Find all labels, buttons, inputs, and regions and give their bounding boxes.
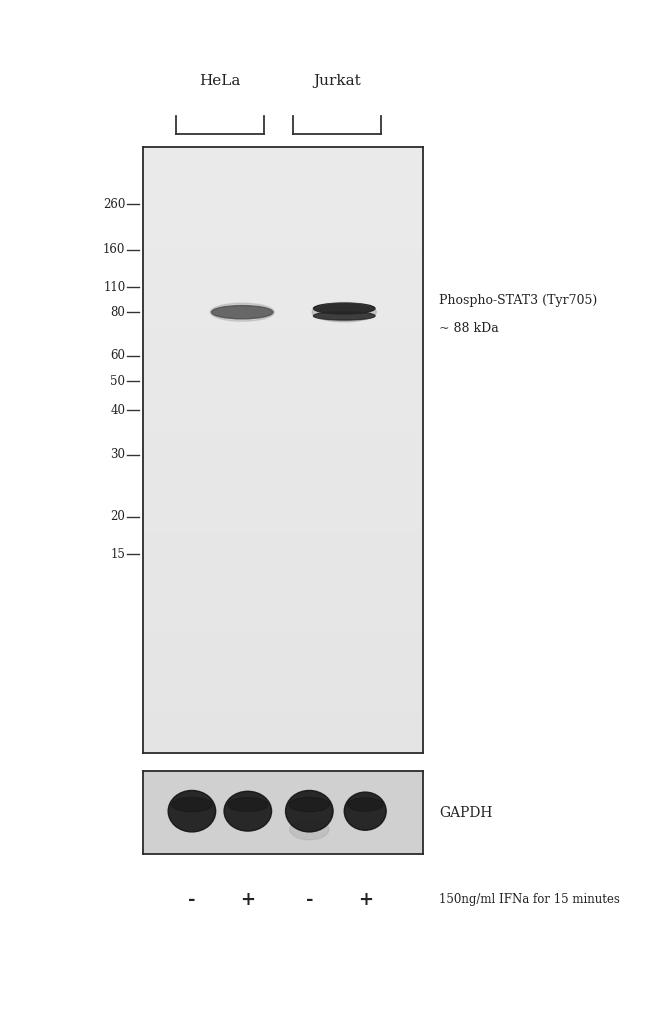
Bar bbox=[143, 288, 423, 308]
Bar bbox=[143, 227, 423, 248]
Text: 110: 110 bbox=[103, 281, 125, 294]
Bar bbox=[143, 248, 423, 268]
Text: 40: 40 bbox=[111, 404, 125, 417]
Text: -: - bbox=[188, 891, 196, 909]
Bar bbox=[143, 187, 423, 207]
Ellipse shape bbox=[210, 303, 274, 321]
Bar bbox=[143, 470, 423, 490]
Ellipse shape bbox=[168, 791, 216, 832]
Bar bbox=[143, 167, 423, 187]
Text: +: + bbox=[240, 891, 255, 909]
Bar bbox=[143, 733, 423, 753]
Bar bbox=[143, 612, 423, 632]
Bar bbox=[143, 430, 423, 450]
Bar bbox=[143, 693, 423, 713]
Bar bbox=[143, 389, 423, 409]
Text: 80: 80 bbox=[111, 305, 125, 318]
Ellipse shape bbox=[289, 798, 330, 812]
Bar bbox=[143, 713, 423, 733]
Bar bbox=[143, 329, 423, 349]
Text: ~ 88 kDa: ~ 88 kDa bbox=[439, 321, 499, 335]
Bar bbox=[143, 349, 423, 369]
Text: Phospho-STAT3 (Tyr705): Phospho-STAT3 (Tyr705) bbox=[439, 293, 597, 306]
Bar bbox=[143, 571, 423, 591]
Text: 20: 20 bbox=[111, 511, 125, 523]
Ellipse shape bbox=[313, 311, 375, 320]
Bar bbox=[143, 551, 423, 571]
Bar bbox=[143, 591, 423, 612]
Ellipse shape bbox=[227, 798, 268, 812]
Text: 15: 15 bbox=[111, 548, 125, 561]
Ellipse shape bbox=[312, 302, 376, 321]
Ellipse shape bbox=[344, 793, 386, 830]
Text: HeLa: HeLa bbox=[199, 74, 240, 88]
Bar bbox=[143, 147, 423, 167]
Text: +: + bbox=[358, 891, 372, 909]
Ellipse shape bbox=[285, 791, 333, 832]
Ellipse shape bbox=[313, 303, 375, 314]
Ellipse shape bbox=[347, 798, 383, 811]
Bar bbox=[143, 511, 423, 531]
Bar bbox=[143, 531, 423, 551]
Bar bbox=[143, 369, 423, 389]
Ellipse shape bbox=[172, 798, 212, 812]
Bar bbox=[143, 268, 423, 288]
Bar bbox=[143, 450, 423, 470]
Bar bbox=[143, 490, 423, 511]
Ellipse shape bbox=[224, 792, 272, 831]
Bar bbox=[143, 409, 423, 430]
Text: 260: 260 bbox=[103, 198, 125, 210]
Text: 160: 160 bbox=[103, 244, 125, 256]
Text: -: - bbox=[306, 891, 313, 909]
Text: 150ng/ml IFNa for 15 minutes: 150ng/ml IFNa for 15 minutes bbox=[439, 894, 619, 906]
Bar bbox=[143, 308, 423, 329]
Bar bbox=[143, 207, 423, 227]
Bar bbox=[143, 652, 423, 672]
Text: 50: 50 bbox=[111, 375, 125, 388]
Text: Jurkat: Jurkat bbox=[313, 74, 361, 88]
Text: GAPDH: GAPDH bbox=[439, 806, 492, 820]
Bar bbox=[143, 672, 423, 693]
Ellipse shape bbox=[211, 305, 273, 318]
Text: 60: 60 bbox=[111, 350, 125, 362]
Bar bbox=[143, 632, 423, 652]
Text: 30: 30 bbox=[111, 448, 125, 461]
Ellipse shape bbox=[290, 819, 329, 840]
